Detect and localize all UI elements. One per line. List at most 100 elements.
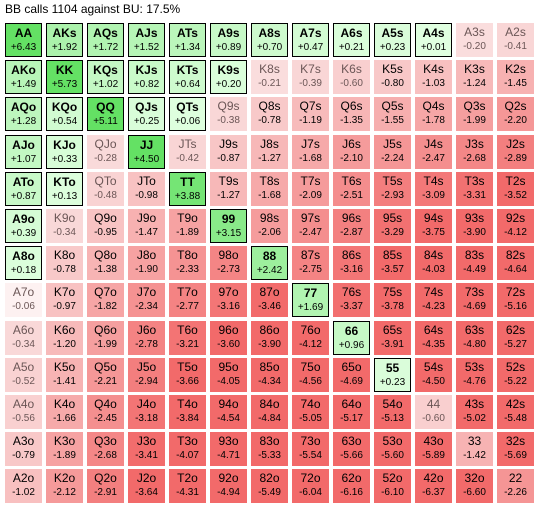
hand-cell[interactable]: T5s -2.93 [374, 172, 411, 206]
hand-cell[interactable]: J6s -2.10 [333, 135, 370, 169]
hand-cell[interactable]: 42s -5.48 [497, 395, 534, 429]
hand-cell[interactable]: JTs -0.42 [169, 135, 206, 169]
hand-cell[interactable]: Q6s -1.35 [333, 97, 370, 131]
hand-cell[interactable]: A4o -0.56 [5, 395, 42, 429]
hand-cell[interactable]: AA +6.43 [5, 23, 42, 57]
hand-cell[interactable]: J4o -3.18 [128, 395, 165, 429]
hand-cell[interactable]: 22 -2.26 [497, 469, 534, 503]
hand-cell[interactable]: 72o -6.04 [292, 469, 329, 503]
hand-cell[interactable]: 74s -4.23 [415, 283, 452, 317]
hand-cell[interactable]: KTo +0.13 [46, 172, 83, 206]
hand-cell[interactable]: 76s -3.37 [333, 283, 370, 317]
hand-cell[interactable]: A5s +0.23 [374, 23, 411, 57]
hand-cell[interactable]: K9s +0.20 [210, 60, 247, 94]
hand-cell[interactable]: K5o -1.41 [46, 358, 83, 392]
hand-cell[interactable]: J2o -3.64 [128, 469, 165, 503]
hand-cell[interactable]: KJo +0.33 [46, 135, 83, 169]
hand-cell[interactable]: 42o -6.37 [415, 469, 452, 503]
hand-cell[interactable]: 52o -6.10 [374, 469, 411, 503]
hand-cell[interactable]: T6s -2.51 [333, 172, 370, 206]
hand-cell[interactable]: J8s -1.27 [251, 135, 288, 169]
hand-cell[interactable]: 93o -4.71 [210, 432, 247, 466]
hand-cell[interactable]: J2s -2.89 [497, 135, 534, 169]
hand-cell[interactable]: 72s -5.16 [497, 283, 534, 317]
hand-cell[interactable]: QJs +0.25 [128, 97, 165, 131]
hand-cell[interactable]: 43s -5.02 [456, 395, 493, 429]
hand-cell[interactable]: Q5s -1.55 [374, 97, 411, 131]
hand-cell[interactable]: KK +5.73 [46, 60, 83, 94]
hand-cell[interactable]: 55 +0.23 [374, 358, 411, 392]
hand-cell[interactable]: QTs +0.06 [169, 97, 206, 131]
hand-cell[interactable]: T3o -4.07 [169, 432, 206, 466]
hand-cell[interactable]: Q2s -2.20 [497, 97, 534, 131]
hand-cell[interactable]: 54o -5.13 [374, 395, 411, 429]
hand-cell[interactable]: 97o -3.16 [210, 283, 247, 317]
hand-cell[interactable]: K8s -0.21 [251, 60, 288, 94]
hand-cell[interactable]: K3o -1.89 [46, 432, 83, 466]
hand-cell[interactable]: Q7o -1.82 [87, 283, 124, 317]
hand-cell[interactable]: 66 +0.96 [333, 321, 370, 355]
hand-cell[interactable]: J7s -1.68 [292, 135, 329, 169]
hand-cell[interactable]: 82o -5.49 [251, 469, 288, 503]
hand-cell[interactable]: 54s -4.50 [415, 358, 452, 392]
hand-cell[interactable]: K8o -0.78 [46, 246, 83, 280]
hand-cell[interactable]: J3s -2.68 [456, 135, 493, 169]
hand-cell[interactable]: A3s -0.20 [456, 23, 493, 57]
hand-cell[interactable]: 87s -2.75 [292, 246, 329, 280]
hand-cell[interactable]: A6o -0.34 [5, 321, 42, 355]
hand-cell[interactable]: 97s -2.47 [292, 209, 329, 243]
hand-cell[interactable]: 76o -4.12 [292, 321, 329, 355]
hand-cell[interactable]: K6s -0.60 [333, 60, 370, 94]
hand-cell[interactable]: J6o -2.78 [128, 321, 165, 355]
hand-cell[interactable]: Q7s -1.19 [292, 97, 329, 131]
hand-cell[interactable]: A3o -0.79 [5, 432, 42, 466]
hand-cell[interactable]: J5s -2.24 [374, 135, 411, 169]
hand-cell[interactable]: 94s -3.75 [415, 209, 452, 243]
hand-cell[interactable]: Q4o -2.45 [87, 395, 124, 429]
hand-cell[interactable]: T7s -2.09 [292, 172, 329, 206]
hand-cell[interactable]: 63o -5.66 [333, 432, 370, 466]
hand-cell[interactable]: 43o -5.89 [415, 432, 452, 466]
hand-cell[interactable]: 74o -5.05 [292, 395, 329, 429]
hand-cell[interactable]: J4s -2.47 [415, 135, 452, 169]
hand-cell[interactable]: 98o -2.73 [210, 246, 247, 280]
hand-cell[interactable]: K7o -0.97 [46, 283, 83, 317]
hand-cell[interactable]: AKs +1.92 [46, 23, 83, 57]
hand-cell[interactable]: Q2o -2.91 [87, 469, 124, 503]
hand-cell[interactable]: Q3o -2.68 [87, 432, 124, 466]
hand-cell[interactable]: 88 +2.42 [251, 246, 288, 280]
hand-cell[interactable]: K2o -2.12 [46, 469, 83, 503]
hand-cell[interactable]: A8s +0.70 [251, 23, 288, 57]
hand-cell[interactable]: Q6o -1.99 [87, 321, 124, 355]
hand-cell[interactable]: A5o -0.52 [5, 358, 42, 392]
hand-cell[interactable]: 93s -3.90 [456, 209, 493, 243]
hand-cell[interactable]: 63s -4.80 [456, 321, 493, 355]
hand-cell[interactable]: 99 +3.15 [210, 209, 247, 243]
hand-cell[interactable]: 83o -5.33 [251, 432, 288, 466]
hand-cell[interactable]: 86o -3.90 [251, 321, 288, 355]
hand-cell[interactable]: 53s -4.76 [456, 358, 493, 392]
hand-cell[interactable]: T7o -2.77 [169, 283, 206, 317]
hand-cell[interactable]: Q4s -1.78 [415, 97, 452, 131]
hand-cell[interactable]: 52s -5.22 [497, 358, 534, 392]
hand-cell[interactable]: 62o -6.16 [333, 469, 370, 503]
hand-cell[interactable]: AJs +1.52 [128, 23, 165, 57]
hand-cell[interactable]: 77 +1.69 [292, 283, 329, 317]
hand-cell[interactable]: 32o -6.60 [456, 469, 493, 503]
hand-cell[interactable]: 65o -4.69 [333, 358, 370, 392]
hand-cell[interactable]: TT +3.88 [169, 172, 206, 206]
hand-cell[interactable]: A9s +0.89 [210, 23, 247, 57]
hand-cell[interactable]: 95s -3.29 [374, 209, 411, 243]
hand-cell[interactable]: 65s -3.91 [374, 321, 411, 355]
hand-cell[interactable]: J5o -2.94 [128, 358, 165, 392]
hand-cell[interactable]: K6o -1.20 [46, 321, 83, 355]
hand-cell[interactable]: K3s -1.24 [456, 60, 493, 94]
hand-cell[interactable]: 85o -4.34 [251, 358, 288, 392]
hand-cell[interactable]: AQs +1.72 [87, 23, 124, 57]
hand-cell[interactable]: K7s -0.39 [292, 60, 329, 94]
hand-cell[interactable]: Q9s -0.38 [210, 97, 247, 131]
hand-cell[interactable]: T3s -3.31 [456, 172, 493, 206]
hand-cell[interactable]: T4o -3.84 [169, 395, 206, 429]
hand-cell[interactable]: T5o -3.66 [169, 358, 206, 392]
hand-cell[interactable]: Q3s -1.99 [456, 97, 493, 131]
